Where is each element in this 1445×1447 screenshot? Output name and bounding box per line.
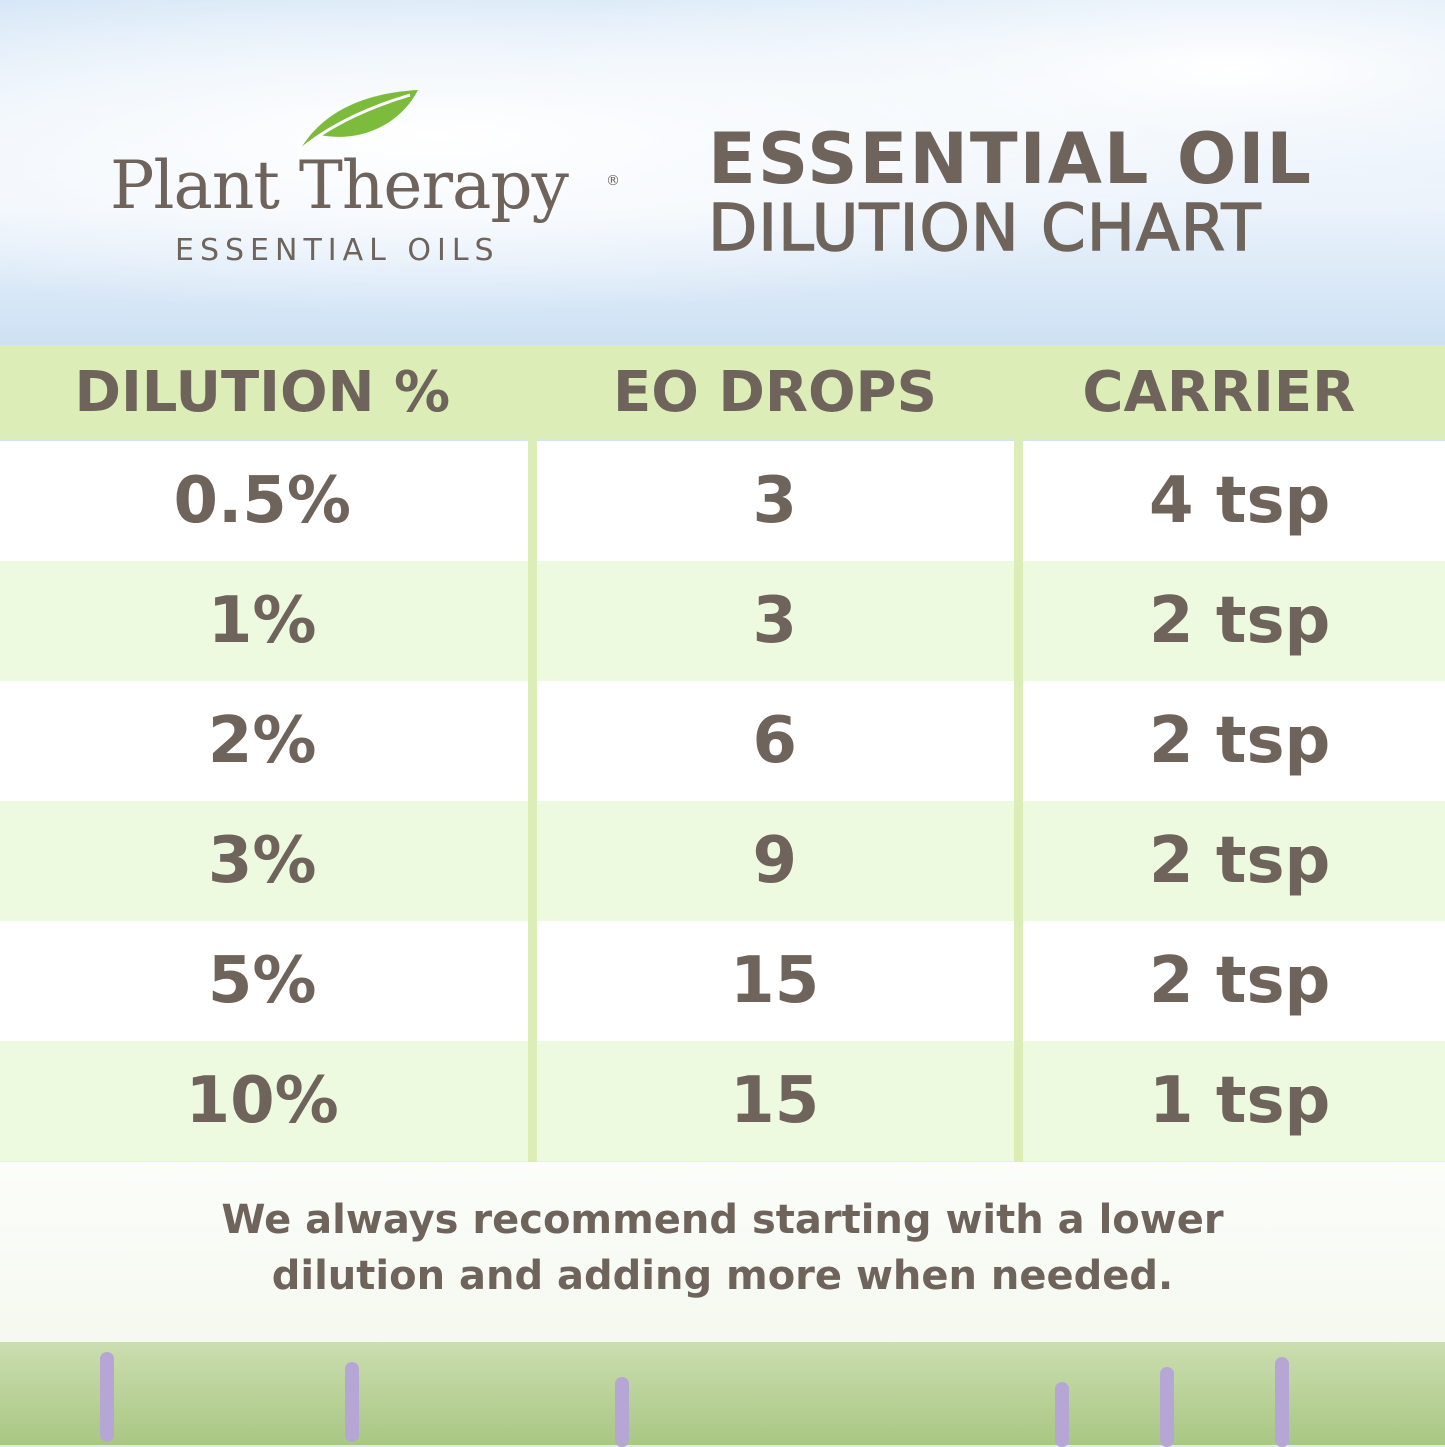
title-line-1: ESSENTIAL OIL: [708, 118, 1314, 200]
drops-cell: 3: [752, 584, 797, 658]
table-row: 2% 6 2 tsp: [0, 681, 1445, 801]
table-row: 0.5% 3 4 tsp: [0, 441, 1445, 561]
drops-cell: 3: [752, 464, 797, 538]
drops-cell: 15: [730, 1064, 820, 1138]
brand-tagline: ESSENTIAL OILS: [175, 233, 500, 268]
drops-cell: 15: [730, 944, 820, 1018]
dilution-cell: 2%: [207, 704, 317, 778]
carrier-cell: 1 tsp: [1149, 1064, 1331, 1138]
leaf-icon: [299, 90, 418, 152]
table-row: 3% 9 2 tsp: [0, 801, 1445, 921]
dilution-cell: 0.5%: [173, 464, 351, 538]
table-row: 5% 15 2 tsp: [0, 921, 1445, 1041]
recommendation-note: We always recommend starting with a lowe…: [0, 1162, 1445, 1342]
dilution-cell: 5%: [207, 944, 317, 1018]
brand-name: Plant Therapy: [110, 147, 569, 224]
title-line-2: DILUTION CHART: [707, 191, 1262, 267]
column-divider: [528, 438, 537, 1162]
dilution-cell: 3%: [207, 824, 317, 898]
carrier-cell: 2 tsp: [1149, 704, 1331, 778]
header-carrier: CARRIER: [1082, 359, 1356, 425]
header-dilution: DILUTION %: [74, 359, 451, 425]
carrier-cell: 4 tsp: [1149, 464, 1331, 538]
drops-cell: 6: [752, 704, 797, 778]
drops-cell: 9: [752, 824, 797, 898]
table-header-row: DILUTION % EO DROPS CARRIER: [0, 345, 1445, 439]
carrier-cell: 2 tsp: [1149, 584, 1331, 658]
registered-mark: ®: [606, 173, 620, 189]
dilution-table: DILUTION % EO DROPS CARRIER 0.5% 3 4 tsp…: [0, 345, 1445, 1161]
note-line-2: dilution and adding more when needed.: [271, 1253, 1174, 1299]
plant-therapy-logo: Plant Therapy ® ESSENTIAL OILS: [110, 85, 630, 275]
table-row: 1% 3 2 tsp: [0, 561, 1445, 681]
header-eo-drops: EO DROPS: [612, 359, 937, 425]
sky-background: [0, 0, 1445, 345]
carrier-cell: 2 tsp: [1149, 824, 1331, 898]
note-line-1: We always recommend starting with a lowe…: [221, 1197, 1224, 1243]
dilution-cell: 1%: [207, 584, 317, 658]
table-row: 10% 15 1 tsp: [0, 1041, 1445, 1161]
dilution-cell: 10%: [185, 1064, 339, 1138]
column-divider: [1014, 438, 1023, 1162]
carrier-cell: 2 tsp: [1149, 944, 1331, 1018]
